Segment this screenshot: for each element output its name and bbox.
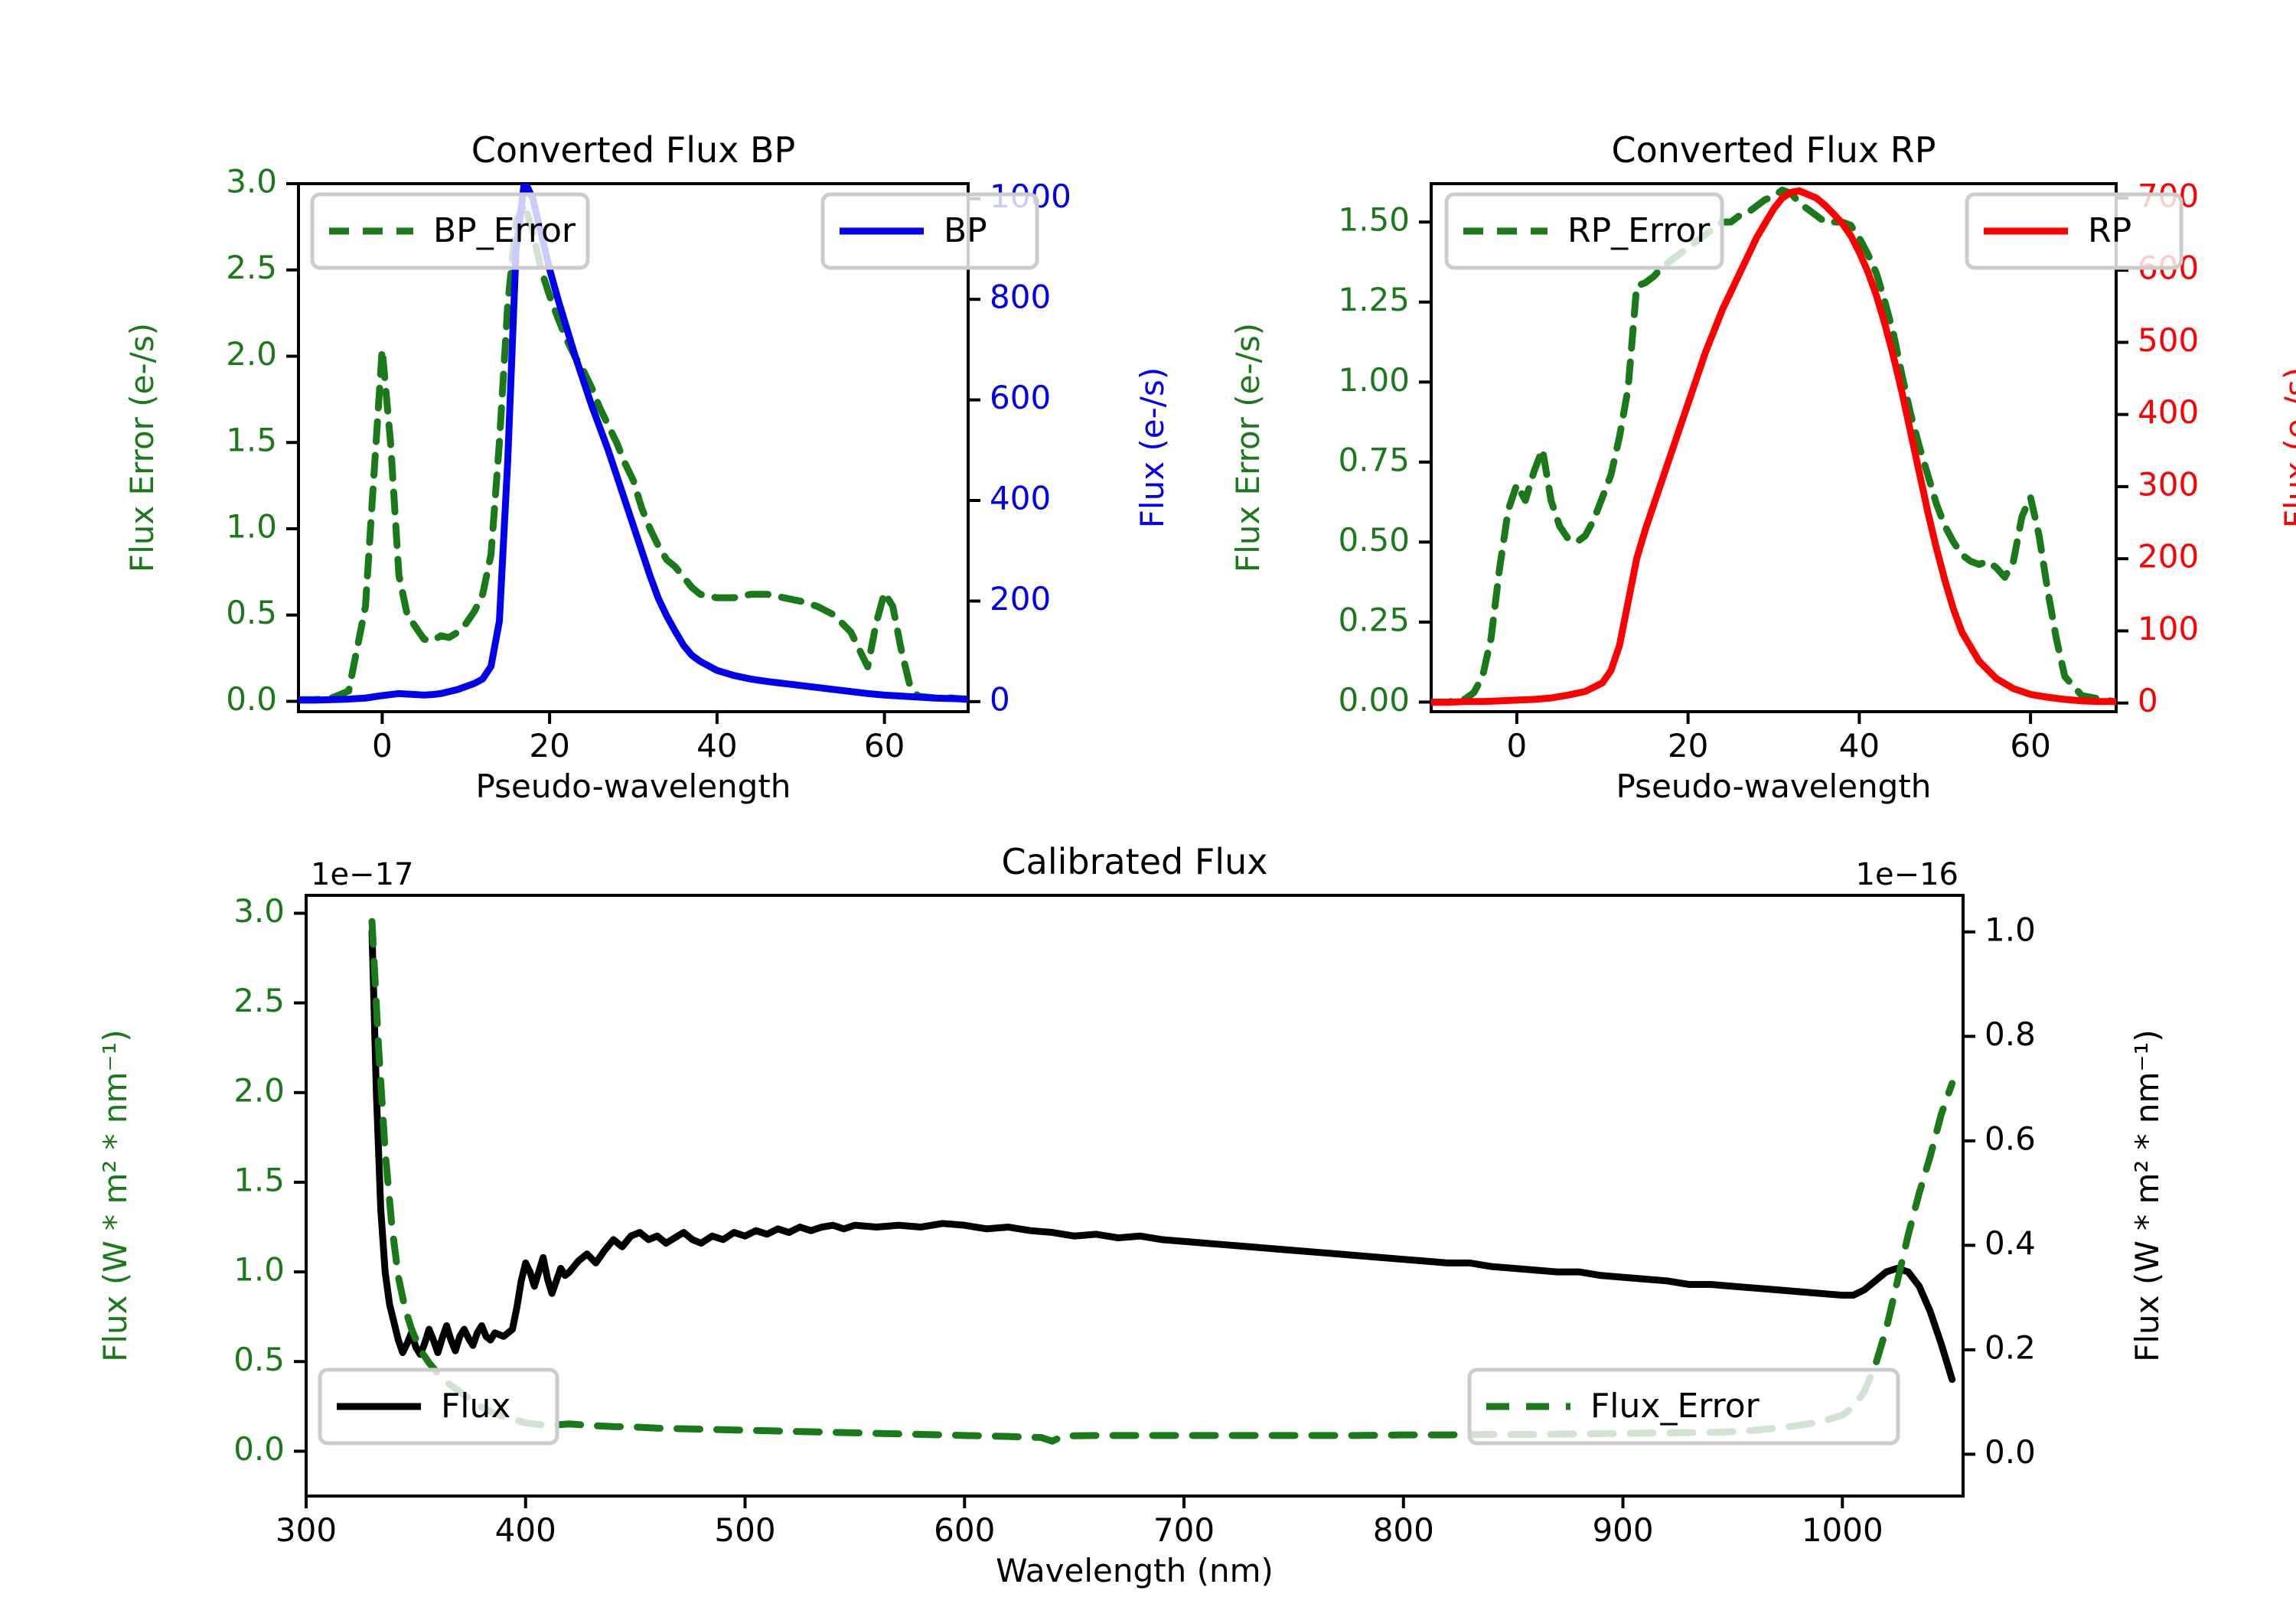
y-tick-label-right: 300 (2138, 465, 2199, 503)
plot-frame (305, 894, 1965, 1498)
y-tick-label-left: 0.5 (226, 594, 277, 631)
x-tick-label: 20 (1668, 727, 1708, 764)
legend-label: RP (2088, 211, 2131, 250)
x-tick-label: 40 (696, 727, 737, 764)
series-rp_error (1431, 186, 2116, 706)
x-tick-label: 0 (372, 727, 393, 764)
y-tick-label-left: 2.5 (226, 249, 277, 286)
y-tick-label-left: 1.5 (226, 422, 277, 459)
y-axis-label-right: Flux (e-/s) (1133, 367, 1171, 528)
plot-frame (297, 182, 970, 713)
y-axis-label-left: Flux Error (e-/s) (123, 323, 161, 572)
panel-title: Converted Flux RP (1612, 129, 1936, 171)
y-tick-label-left: 0.25 (1338, 601, 1410, 638)
legend-label: BP_Error (433, 211, 576, 250)
y-tick-label-left: 0.0 (233, 1430, 285, 1468)
y-tick-label-left: 1.5 (233, 1161, 285, 1198)
x-axis-label: Pseudo-wavelength (1616, 768, 1932, 805)
x-tick-label: 900 (1592, 1511, 1653, 1549)
y-tick-label-right: 0 (2138, 682, 2158, 719)
series-rp (1431, 187, 2116, 706)
legend-rp[interactable]: RP (1965, 192, 2183, 270)
y-tick-label-left: 1.00 (1338, 361, 1410, 399)
y-tick-label-right: 500 (2138, 321, 2199, 359)
y-tick-label-right: 0 (990, 680, 1010, 718)
x-axis-label: Pseudo-wavelength (476, 768, 791, 805)
y-tick-label-right: 0.6 (1985, 1120, 2036, 1157)
legend-bp[interactable]: BP (820, 192, 1039, 270)
panel-title: Calibrated Flux (1002, 841, 1268, 882)
x-tick-label: 40 (1839, 727, 1880, 764)
y-tick-label-left: 1.0 (233, 1251, 285, 1289)
series-flux_error (368, 918, 1956, 1445)
panel-title: Converted Flux BP (471, 129, 796, 171)
y-tick-label-left: 2.0 (233, 1071, 285, 1109)
y-tick-label-right: 100 (2138, 610, 2199, 647)
y-tick-label-left: 3.0 (233, 892, 285, 930)
y-tick-label-right: 0.8 (1985, 1015, 2036, 1053)
y-tick-label-right: 400 (990, 480, 1051, 517)
legend-label: Flux (441, 1387, 510, 1426)
plot-frame (1430, 182, 2118, 713)
y-axis-label-right: Flux (e-/s) (2278, 367, 2296, 528)
y-tick-label-left: 0.0 (226, 680, 277, 718)
panel-converted-flux-bp: Converted Flux BP 0 20 40 60 Pseudo-wavelengt… (0, 0, 1171, 842)
y-tick-label-left: 3.0 (226, 163, 277, 200)
y-tick-label-left: 0.00 (1338, 681, 1410, 719)
y-tick-label-right: 0.4 (1985, 1224, 2036, 1262)
x-tick-label: 60 (864, 727, 905, 764)
legend-bp-error[interactable]: BP_Error (310, 192, 590, 270)
legend-flux-error[interactable]: Flux_Error (1467, 1367, 1900, 1446)
y-tick-label-left: 2.0 (226, 335, 277, 373)
series-flux (368, 927, 1956, 1384)
legend-label: RP_Error (1567, 211, 1711, 250)
y-axis-label-right: Flux (W * m² * nm⁻¹) (2128, 1029, 2166, 1362)
y-tick-label-right: 0.0 (1985, 1433, 2036, 1471)
y-tick-label-left: 0.50 (1338, 521, 1410, 559)
x-tick-label: 400 (495, 1511, 556, 1549)
legend-label: BP (944, 211, 987, 250)
x-axis-label: Wavelength (nm) (996, 1552, 1274, 1589)
x-tick-label: 60 (2010, 727, 2050, 764)
series-bp (298, 184, 968, 704)
y-tick-label-left: 1.25 (1338, 281, 1410, 318)
y-tick-label-right: 200 (990, 580, 1051, 618)
x-tick-label: 1000 (1802, 1511, 1883, 1549)
legend-label: Flux_Error (1590, 1387, 1760, 1426)
y-tick-label-right: 200 (2138, 538, 2199, 575)
y-tick-label-left: 0.5 (233, 1341, 285, 1378)
panel-converted-flux-rp: Converted Flux RP 0 20 40 60 Pseudo-wavelengt… (1148, 0, 2296, 842)
y-tick-label-right: 400 (2138, 393, 2199, 431)
legend-flux[interactable]: Flux (318, 1367, 559, 1446)
y-tick-label-right: 600 (990, 379, 1051, 416)
right-offset-exponent: 1e−16 (1856, 857, 1958, 892)
x-tick-label: 800 (1373, 1511, 1434, 1549)
y-tick-label-left: 1.0 (226, 507, 277, 545)
x-tick-label: 0 (1507, 727, 1528, 764)
panel-calibrated-flux: Calibrated Flux 300 400 500 600 700 800 900 1000… (0, 826, 2296, 1607)
y-axis-label-left: Flux Error (e-/s) (1229, 323, 1267, 572)
y-tick-label-left: 2.5 (233, 982, 285, 1019)
x-tick-label: 300 (276, 1511, 337, 1549)
x-tick-label: 20 (529, 727, 569, 764)
legend-rp-error[interactable]: RP_Error (1444, 192, 1724, 270)
left-offset-exponent: 1e−17 (311, 857, 413, 892)
y-tick-label-right: 0.2 (1985, 1328, 2036, 1366)
x-tick-label: 700 (1153, 1511, 1215, 1549)
y-tick-label-right: 800 (990, 279, 1051, 316)
y-axis-label-left: Flux (W * m² * nm⁻¹) (96, 1029, 134, 1362)
y-tick-label-left: 0.75 (1338, 441, 1410, 478)
series-bp_error (298, 200, 968, 703)
x-tick-label: 500 (714, 1511, 775, 1549)
x-tick-label: 600 (934, 1511, 995, 1549)
y-tick-label-left: 1.50 (1338, 201, 1410, 239)
y-tick-label-right: 1.0 (1985, 911, 2036, 948)
